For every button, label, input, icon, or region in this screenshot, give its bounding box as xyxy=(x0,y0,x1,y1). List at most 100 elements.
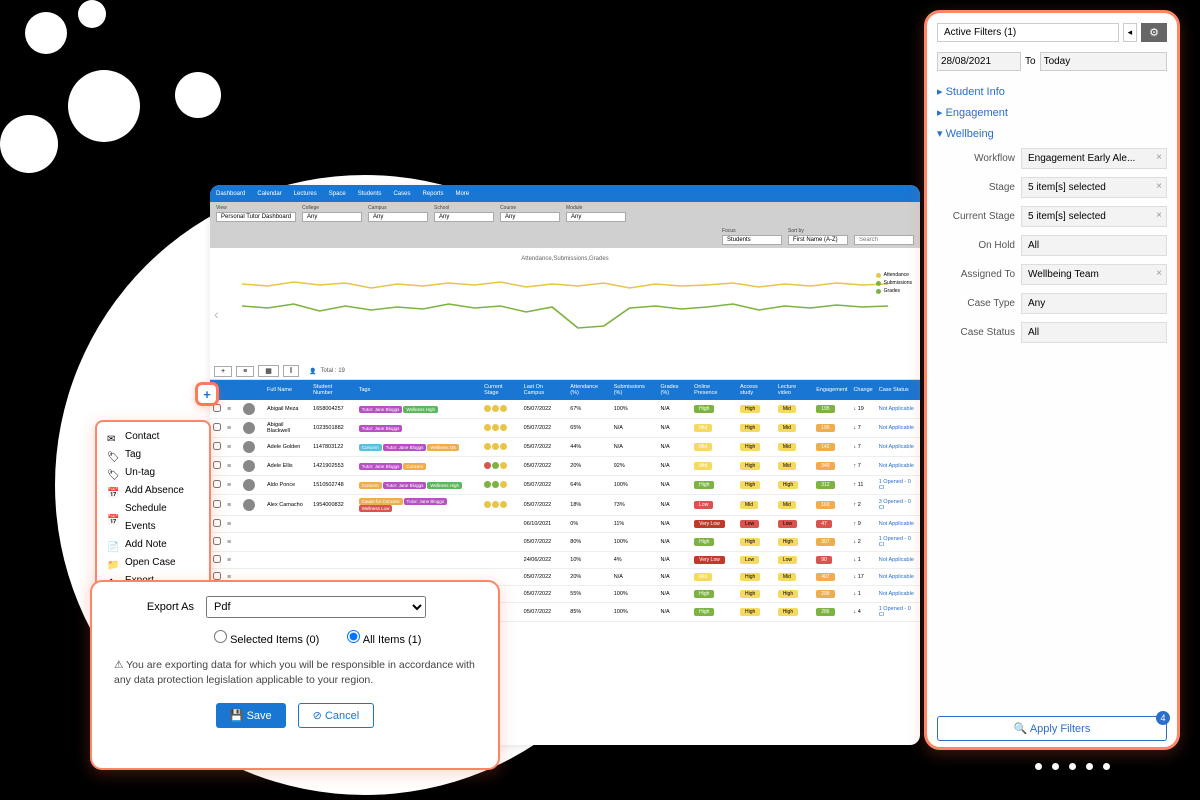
row-menu-icon[interactable]: ≡ xyxy=(227,502,237,509)
col-header[interactable]: Tags xyxy=(356,380,481,400)
filter-value[interactable]: All xyxy=(1021,235,1167,256)
row-checkbox[interactable] xyxy=(213,480,221,488)
row-checkbox[interactable] xyxy=(213,537,221,545)
case-status[interactable]: Not Applicable xyxy=(876,438,920,457)
row-menu-icon[interactable]: ≡ xyxy=(227,557,237,564)
cancel-button[interactable]: ⊘ Cancel xyxy=(298,703,375,728)
apply-filters-button[interactable]: 🔍 Apply Filters 4 xyxy=(937,716,1167,741)
export-all-radio[interactable]: All Items (1) xyxy=(347,630,421,646)
col-header[interactable]: Access study xyxy=(737,380,775,400)
col-header[interactable]: Attendance (%) xyxy=(567,380,610,400)
filters-settings-button[interactable]: ⚙ xyxy=(1141,23,1167,42)
filter-value[interactable]: Engagement Early Ale...× xyxy=(1021,148,1167,169)
add-button[interactable]: + xyxy=(214,366,232,377)
ctx-un-tag[interactable]: 🏷Un-tag xyxy=(107,464,199,482)
row-checkbox[interactable] xyxy=(213,500,221,508)
case-status[interactable]: Not Applicable xyxy=(876,516,920,533)
case-status[interactable]: Not Applicable xyxy=(876,569,920,586)
school-select[interactable]: Any xyxy=(434,212,494,222)
col-header[interactable]: Case Status xyxy=(876,380,920,400)
view-select[interactable]: Personal Tutor Dashboard xyxy=(216,212,296,222)
case-status[interactable]: 1 Opened - 0 Cl xyxy=(876,476,920,495)
module-select[interactable]: Any xyxy=(566,212,626,222)
col-header[interactable]: Submissions (%) xyxy=(611,380,658,400)
row-menu-icon[interactable]: ≡ xyxy=(227,406,237,413)
section-student-info[interactable]: ▸ Student Info xyxy=(937,85,1167,98)
student-name[interactable]: Adele Golden xyxy=(264,438,310,457)
nav-cases[interactable]: Cases xyxy=(393,191,410,197)
student-name[interactable]: Adele Ellis xyxy=(264,457,310,476)
filter-value[interactable]: All xyxy=(1021,322,1167,343)
col-header[interactable]: Current Stage xyxy=(481,380,521,400)
ctx-open-case[interactable]: 📁Open Case xyxy=(107,554,199,572)
case-status[interactable]: Not Applicable xyxy=(876,419,920,438)
row-menu-icon[interactable]: ≡ xyxy=(227,539,237,546)
col-header[interactable]: Student Number xyxy=(310,380,356,400)
case-status[interactable]: 3 Opened - 0 Cl xyxy=(876,495,920,516)
clear-icon[interactable]: × xyxy=(1156,268,1162,279)
ctx-tag[interactable]: 🏷Tag xyxy=(107,446,199,464)
ctx-schedule-events[interactable]: 📅Schedule Events xyxy=(107,500,199,536)
col-header[interactable]: Last On Campus xyxy=(521,380,568,400)
col-header[interactable]: Full Name xyxy=(264,380,310,400)
chart-prev[interactable]: ‹ xyxy=(214,306,219,322)
student-name[interactable] xyxy=(264,533,310,552)
section-wellbeing[interactable]: ▾ Wellbeing xyxy=(937,127,1167,140)
col-header[interactable]: Grades (%) xyxy=(658,380,692,400)
case-status[interactable]: Not Applicable xyxy=(876,586,920,603)
filter-value[interactable]: 5 item[s] selected× xyxy=(1021,206,1167,227)
row-checkbox[interactable] xyxy=(213,461,221,469)
nav-dashboard[interactable]: Dashboard xyxy=(216,191,245,197)
case-status[interactable]: 1 Opened - 0 Cl xyxy=(876,533,920,552)
date-to-input[interactable] xyxy=(1040,52,1167,71)
col-header[interactable] xyxy=(240,380,258,400)
col-header[interactable]: Online Presence xyxy=(691,380,737,400)
clear-icon[interactable]: × xyxy=(1156,210,1162,221)
add-button-highlight[interactable]: + xyxy=(195,382,219,406)
nav-lectures[interactable]: Lectures xyxy=(294,191,317,197)
ctx-add-absence[interactable]: 📅Add Absence xyxy=(107,482,199,500)
nav-students[interactable]: Students xyxy=(358,191,382,197)
row-checkbox[interactable] xyxy=(213,519,221,527)
col-header[interactable]: Lecture video xyxy=(775,380,813,400)
case-status[interactable]: Not Applicable xyxy=(876,400,920,419)
row-checkbox[interactable] xyxy=(213,572,221,580)
case-status[interactable]: Not Applicable xyxy=(876,552,920,569)
export-format-select[interactable]: Pdf xyxy=(206,596,426,618)
row-checkbox[interactable] xyxy=(213,555,221,563)
row-menu-icon[interactable]: ≡ xyxy=(227,521,237,528)
row-checkbox[interactable] xyxy=(213,423,221,431)
col-header[interactable] xyxy=(224,380,240,400)
clear-icon[interactable]: × xyxy=(1156,181,1162,192)
nav-calendar[interactable]: Calendar xyxy=(257,191,281,197)
focus-select[interactable]: Students xyxy=(722,235,782,245)
date-from-input[interactable] xyxy=(937,52,1021,71)
clear-icon[interactable]: × xyxy=(1156,152,1162,163)
sortby-select[interactable]: First Name (A-Z) xyxy=(788,235,848,245)
student-name[interactable]: Abigail Meza xyxy=(264,400,310,419)
collapse-icon[interactable]: ◂ xyxy=(1123,23,1138,42)
nav-reports[interactable]: Reports xyxy=(422,191,443,197)
grid-view-button[interactable]: ▦ xyxy=(258,365,279,377)
search-input[interactable] xyxy=(854,235,914,245)
ctx-contact[interactable]: ✉Contact xyxy=(107,428,199,446)
campus-select[interactable]: Any xyxy=(368,212,428,222)
case-status[interactable]: Not Applicable xyxy=(876,457,920,476)
case-status[interactable]: 1 Opened - 0 Cl xyxy=(876,603,920,622)
col-header[interactable]: Change xyxy=(850,380,875,400)
student-name[interactable]: Alex Camacho xyxy=(264,495,310,516)
filter-value[interactable]: 5 item[s] selected× xyxy=(1021,177,1167,198)
student-name[interactable] xyxy=(264,552,310,569)
row-menu-icon[interactable]: ≡ xyxy=(227,425,237,432)
student-name[interactable]: Aldo Ponce xyxy=(264,476,310,495)
college-select[interactable]: Any xyxy=(302,212,362,222)
nav-more[interactable]: More xyxy=(455,191,469,197)
save-button[interactable]: 💾 Save xyxy=(216,703,286,728)
nav-space[interactable]: Space xyxy=(329,191,346,197)
student-name[interactable] xyxy=(264,516,310,533)
active-filters-input[interactable] xyxy=(937,23,1119,42)
export-selected-radio[interactable]: Selected Items (0) xyxy=(214,630,319,646)
col-header[interactable]: Engagement xyxy=(813,380,850,400)
ctx-add-note[interactable]: 📄Add Note xyxy=(107,536,199,554)
student-name[interactable]: Abigail Blackwell xyxy=(264,419,310,438)
